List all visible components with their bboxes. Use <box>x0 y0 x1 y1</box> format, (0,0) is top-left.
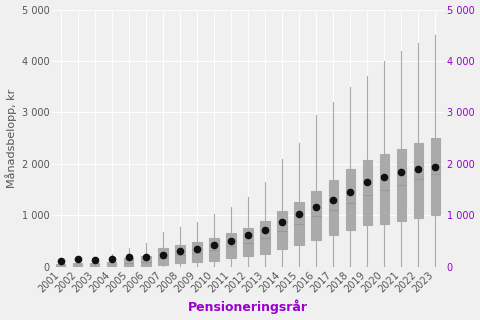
PathPatch shape <box>277 211 287 249</box>
PathPatch shape <box>192 242 202 262</box>
PathPatch shape <box>141 256 151 267</box>
PathPatch shape <box>226 233 236 258</box>
PathPatch shape <box>362 160 372 225</box>
PathPatch shape <box>431 138 440 215</box>
PathPatch shape <box>260 220 270 253</box>
X-axis label: Pensioneringsrår: Pensioneringsrår <box>188 300 308 315</box>
PathPatch shape <box>294 202 304 245</box>
PathPatch shape <box>73 263 83 267</box>
Y-axis label: Månadsbelopp, kr: Månadsbelopp, kr <box>6 89 17 188</box>
PathPatch shape <box>56 264 65 267</box>
PathPatch shape <box>312 191 321 240</box>
PathPatch shape <box>380 154 389 224</box>
PathPatch shape <box>328 180 338 235</box>
PathPatch shape <box>414 143 423 218</box>
PathPatch shape <box>175 245 185 263</box>
PathPatch shape <box>158 248 168 265</box>
PathPatch shape <box>243 228 253 256</box>
PathPatch shape <box>124 258 133 267</box>
PathPatch shape <box>396 148 406 220</box>
PathPatch shape <box>346 169 355 230</box>
PathPatch shape <box>107 262 117 267</box>
PathPatch shape <box>90 263 99 267</box>
PathPatch shape <box>209 238 219 261</box>
